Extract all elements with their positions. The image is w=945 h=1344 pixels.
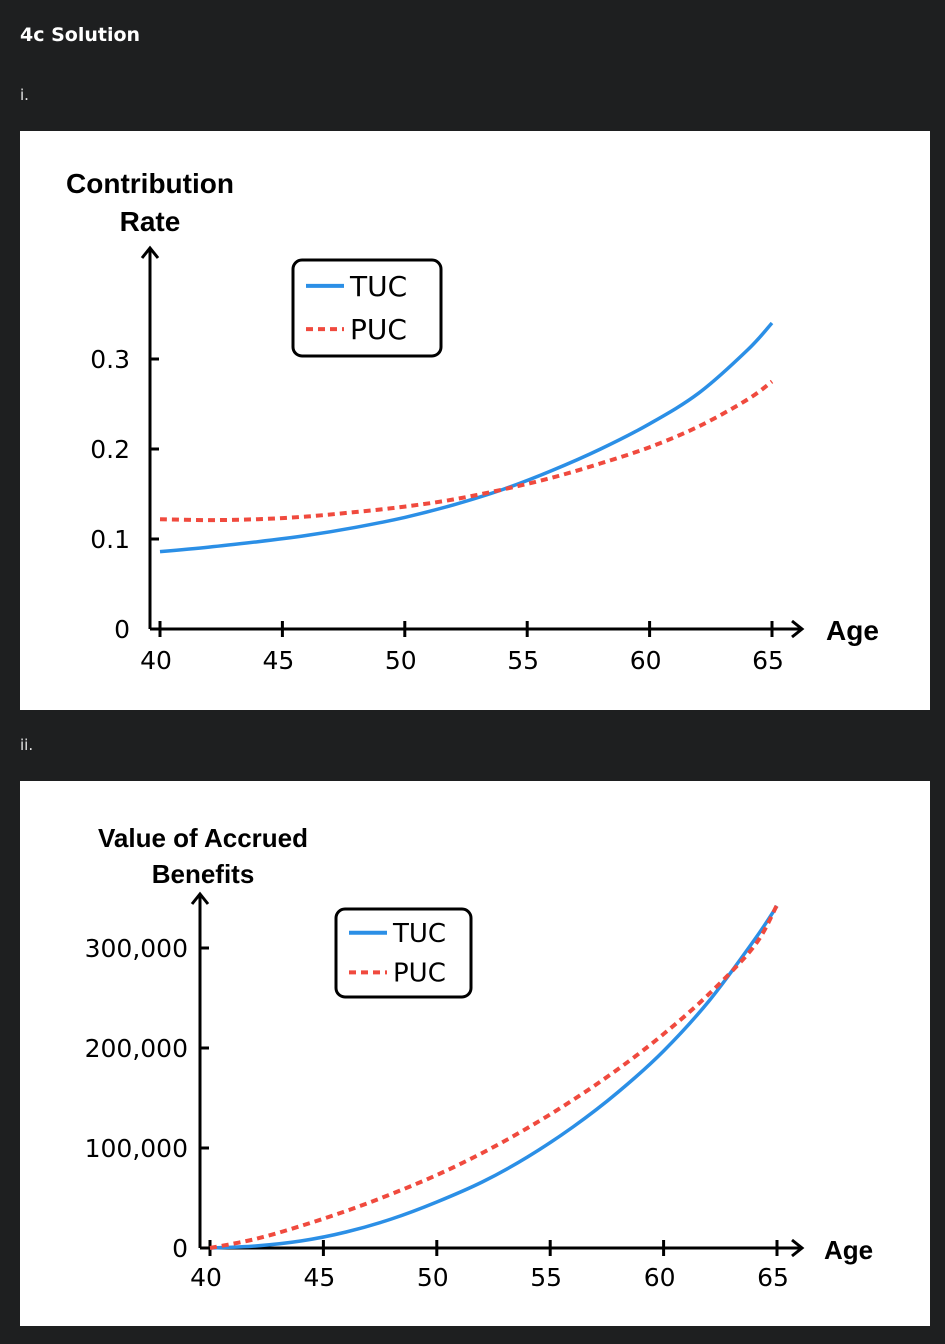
chart-panel-accrued-benefits: Value of Accrued Benefits Age 0 100,000 200,0…	[20, 781, 930, 1326]
part-label-ii: ii.	[20, 736, 34, 754]
legend-label-tuc: TUC	[349, 270, 407, 303]
y-tick-label: 0.1	[90, 525, 130, 554]
x-tick-label: 45	[303, 1263, 335, 1292]
x-tick-label: 50	[417, 1263, 449, 1292]
x-axis-label: Age	[826, 615, 879, 646]
series-line-tuc	[209, 905, 779, 1250]
y-tick-label: 200,000	[85, 1034, 188, 1063]
y-tick-label: 0.2	[90, 435, 130, 464]
series-line-puc	[209, 904, 779, 1250]
y-axis-label: Rate	[120, 206, 181, 237]
x-tick-label: 40	[190, 1263, 222, 1292]
legend-label-puc: PUC	[350, 313, 407, 346]
x-tick-label: 65	[757, 1263, 789, 1292]
x-tick-label: 40	[140, 646, 172, 675]
accrued-benefits-chart: Value of Accrued Benefits Age 0 100,000 200,0…	[85, 823, 874, 1292]
legend-label-tuc: TUC	[392, 919, 446, 949]
series-line-tuc	[159, 321, 774, 554]
part-label-i: i.	[20, 86, 29, 104]
y-axis-label: Contribution	[66, 168, 234, 199]
y-axis-arrow-icon	[140, 245, 160, 259]
x-tick-label: 45	[262, 646, 294, 675]
x-tick-label: 50	[385, 646, 417, 675]
series-line-puc	[159, 379, 774, 523]
page-title: 4c Solution	[20, 24, 141, 46]
x-axis-arrow-icon	[791, 619, 805, 639]
x-tick-label: 55	[530, 1263, 562, 1292]
y-tick-label: 300,000	[85, 934, 188, 963]
y-axis-label: Value of Accrued	[98, 823, 308, 853]
y-axis-arrow-icon	[190, 891, 210, 905]
x-axis-arrow-icon	[791, 1238, 805, 1258]
y-tick-label: 100,000	[85, 1134, 188, 1163]
chart-panel-contribution-rate: Contribution Rate Age 0 0.1 0.2 0.3 40 45 50 55 60 6…	[20, 131, 930, 710]
contribution-rate-chart: Contribution Rate Age 0 0.1 0.2 0.3 40 45 50 55 60 6…	[66, 168, 879, 675]
y-tick-label: 0	[172, 1234, 188, 1263]
x-tick-label: 60	[644, 1263, 676, 1292]
x-axis-label: Age	[824, 1235, 873, 1265]
y-tick-label: 0	[114, 615, 130, 644]
y-axis-label: Benefits	[152, 859, 255, 889]
legend-label-puc: PUC	[393, 959, 446, 989]
y-tick-label: 0.3	[90, 345, 130, 374]
x-tick-label: 60	[630, 646, 662, 675]
x-tick-label: 65	[752, 646, 784, 675]
x-tick-label: 55	[507, 646, 539, 675]
